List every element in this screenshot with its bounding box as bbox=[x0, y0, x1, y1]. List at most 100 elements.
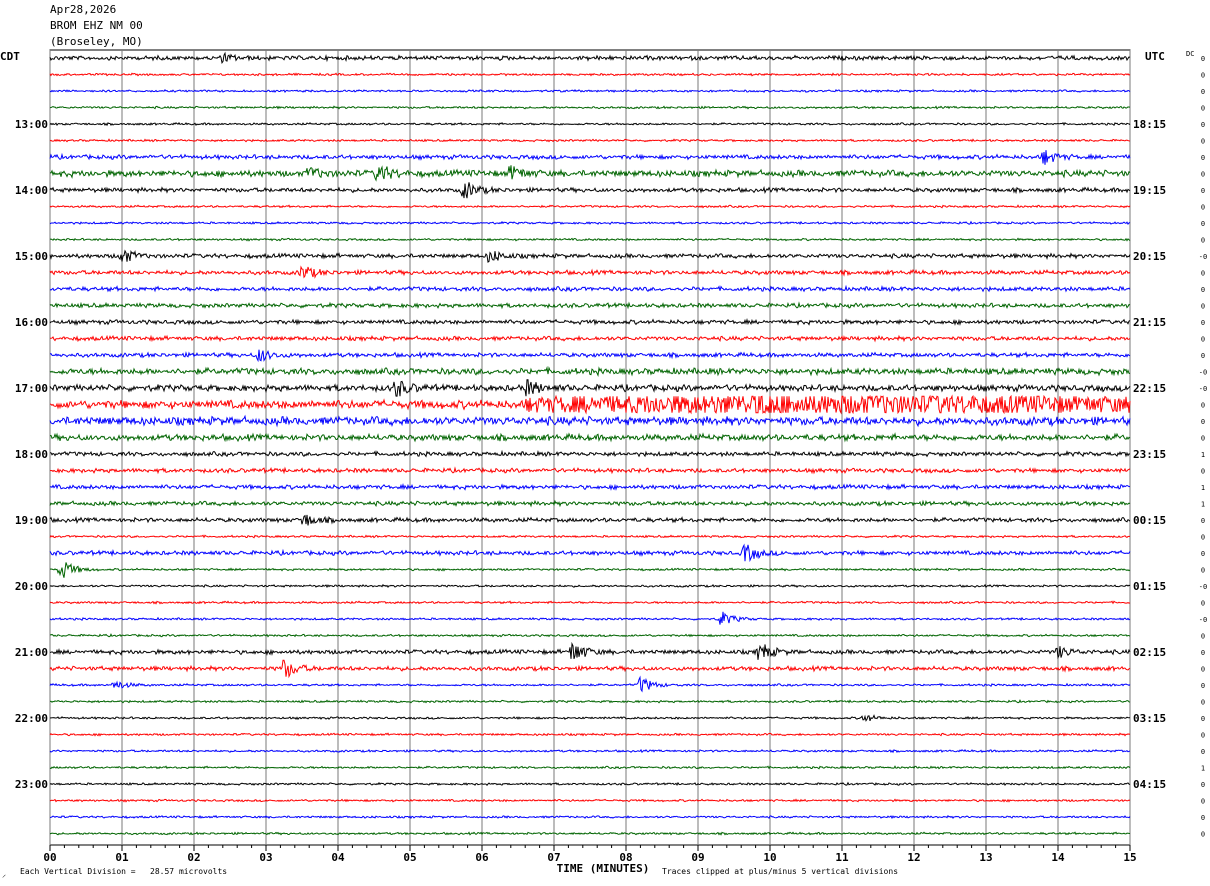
dc-value: 0 bbox=[1201, 270, 1205, 278]
dc-value: 0 bbox=[1201, 303, 1205, 311]
dc-value: 0 bbox=[1201, 435, 1205, 443]
trace-row bbox=[49, 699, 1131, 704]
dc-value: 0 bbox=[1201, 715, 1205, 723]
dc-value: 0 bbox=[1201, 171, 1205, 179]
trace-row bbox=[49, 499, 1131, 508]
trace-row bbox=[49, 51, 1131, 65]
x-tick-label: 11 bbox=[835, 851, 849, 864]
trace-row bbox=[49, 482, 1131, 491]
dc-column-label: DC bbox=[1186, 50, 1195, 58]
dc-value: 0 bbox=[1201, 798, 1205, 806]
trace-row bbox=[49, 204, 1131, 209]
trace-row bbox=[49, 831, 1131, 836]
header-station: BROM EHZ NM 00 bbox=[50, 19, 143, 32]
dc-value: 0 bbox=[1201, 517, 1205, 525]
trace-row bbox=[49, 765, 1131, 770]
clip-note: Traces clipped at plus/minus 5 vertical … bbox=[662, 867, 899, 876]
trace-row bbox=[49, 150, 1131, 165]
trace-row bbox=[49, 449, 1131, 458]
trace-row bbox=[49, 675, 1131, 693]
left-timezone-label: CDT bbox=[0, 50, 20, 63]
left-hour-label: 21:00 bbox=[15, 646, 48, 659]
dc-value: 0 bbox=[1201, 550, 1205, 558]
dc-value: 1 bbox=[1201, 484, 1205, 492]
x-axis-title: TIME (MINUTES) bbox=[556, 862, 650, 875]
x-tick-label: 03 bbox=[259, 851, 273, 864]
trace-row bbox=[49, 583, 1131, 589]
dc-value: 0 bbox=[1201, 418, 1205, 426]
trace-row bbox=[49, 379, 1131, 397]
left-hour-label: 22:00 bbox=[15, 712, 48, 725]
trace-row bbox=[49, 220, 1131, 226]
dc-value: 0 bbox=[1201, 468, 1205, 476]
trace-row bbox=[49, 394, 1131, 415]
left-hour-label: 15:00 bbox=[15, 250, 48, 263]
dc-value: -0 bbox=[1199, 616, 1207, 624]
dc-value: -0 bbox=[1199, 385, 1207, 393]
trace-row bbox=[49, 543, 1131, 563]
x-tick-label: 07 bbox=[547, 851, 561, 864]
dc-value: 0 bbox=[1201, 220, 1205, 228]
trace-row bbox=[49, 265, 1131, 279]
right-hour-label: 21:15 bbox=[1133, 316, 1166, 329]
dc-value: 0 bbox=[1201, 336, 1205, 344]
trace-row bbox=[49, 748, 1131, 754]
right-hour-label: 02:15 bbox=[1133, 646, 1166, 659]
trace-row bbox=[49, 88, 1131, 94]
right-hour-label: 20:15 bbox=[1133, 250, 1166, 263]
dc-value: 0 bbox=[1201, 286, 1205, 294]
dc-value: 0 bbox=[1201, 699, 1205, 707]
dc-value: 0 bbox=[1201, 55, 1205, 63]
left-hour-label: 18:00 bbox=[15, 448, 48, 461]
plot-frame bbox=[49, 49, 1131, 846]
trace-row bbox=[50, 633, 1131, 638]
dc-value: 0 bbox=[1201, 402, 1205, 410]
x-tick-label: 01 bbox=[115, 851, 129, 864]
dc-value: 0 bbox=[1201, 649, 1205, 657]
corner-mark: ⸝ bbox=[2, 870, 6, 879]
dc-value: 1 bbox=[1201, 501, 1205, 509]
header-location: (Broseley, MO) bbox=[50, 35, 143, 48]
dc-value: 0 bbox=[1201, 352, 1205, 360]
dc-value: 0 bbox=[1201, 534, 1205, 542]
right-hour-label: 23:15 bbox=[1133, 448, 1166, 461]
dc-value: 0 bbox=[1201, 319, 1205, 327]
right-hour-label: 04:15 bbox=[1133, 778, 1166, 791]
trace-row bbox=[49, 284, 1131, 293]
dc-value: 0 bbox=[1201, 814, 1205, 822]
trace-row bbox=[49, 714, 1131, 722]
trace-row bbox=[49, 301, 1131, 310]
x-tick-label: 10 bbox=[763, 851, 777, 864]
trace-row bbox=[49, 798, 1131, 803]
x-tick-label: 06 bbox=[475, 851, 489, 864]
scale-note: Each Vertical Division = 28.57 microvolt… bbox=[20, 867, 228, 876]
dc-value: 0 bbox=[1201, 732, 1205, 740]
trace-row bbox=[49, 600, 1131, 605]
x-tick-label: 02 bbox=[187, 851, 201, 864]
trace-row bbox=[49, 105, 1131, 110]
dc-value: 0 bbox=[1201, 781, 1205, 789]
dc-value: 0 bbox=[1201, 600, 1205, 608]
right-timezone-label: UTC bbox=[1145, 50, 1165, 63]
dc-value: 0 bbox=[1201, 831, 1205, 839]
dc-value: 0 bbox=[1201, 567, 1205, 575]
x-tick-label: 13 bbox=[979, 851, 993, 864]
trace-row bbox=[49, 349, 1131, 363]
x-tick-label: 04 bbox=[331, 851, 345, 864]
trace-row bbox=[50, 165, 1131, 182]
trace-row bbox=[49, 365, 1131, 377]
dc-value: -0 bbox=[1199, 253, 1207, 261]
left-hour-label: 20:00 bbox=[15, 580, 48, 593]
x-tick-label: 15 bbox=[1123, 851, 1137, 864]
trace-row bbox=[49, 317, 1131, 326]
dc-value: 0 bbox=[1201, 748, 1205, 756]
dc-value: 0 bbox=[1201, 121, 1205, 129]
dc-value: 0 bbox=[1201, 666, 1205, 674]
left-hour-label: 14:00 bbox=[15, 184, 48, 197]
trace-row bbox=[49, 514, 1131, 526]
x-tick-label: 00 bbox=[43, 851, 57, 864]
dc-value: 1 bbox=[1201, 765, 1205, 773]
x-tick-label: 05 bbox=[403, 851, 417, 864]
dc-value: 0 bbox=[1201, 237, 1205, 245]
